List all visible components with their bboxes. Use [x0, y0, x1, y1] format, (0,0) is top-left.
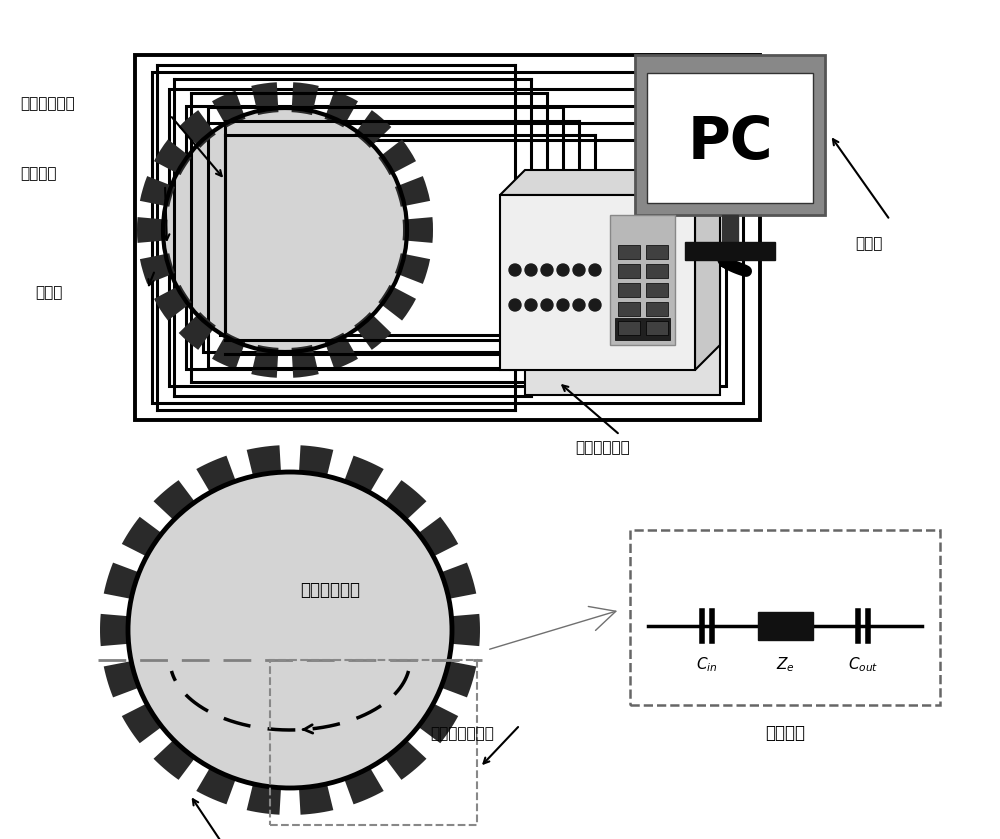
- Wedge shape: [179, 110, 216, 148]
- Polygon shape: [122, 704, 162, 743]
- Polygon shape: [344, 456, 384, 492]
- Text: 计算机: 计算机: [855, 236, 882, 251]
- Bar: [152, 72, 743, 403]
- Polygon shape: [441, 563, 476, 599]
- Polygon shape: [247, 784, 281, 815]
- Bar: [610, 215, 675, 345]
- Bar: [685, 242, 775, 260]
- Wedge shape: [154, 139, 192, 175]
- Circle shape: [525, 299, 537, 311]
- Bar: [618, 245, 640, 259]
- Bar: [722, 215, 738, 245]
- Wedge shape: [354, 110, 391, 148]
- Bar: [618, 321, 640, 335]
- Polygon shape: [196, 456, 236, 492]
- Wedge shape: [154, 285, 192, 320]
- Bar: [203, 123, 692, 352]
- Bar: [220, 140, 675, 335]
- Wedge shape: [324, 91, 358, 128]
- Bar: [758, 612, 813, 640]
- Polygon shape: [122, 517, 162, 556]
- Wedge shape: [137, 217, 167, 243]
- Polygon shape: [500, 170, 720, 195]
- Polygon shape: [104, 563, 139, 599]
- Bar: [635, 55, 825, 215]
- Wedge shape: [292, 345, 319, 378]
- Text: 电流通路示意: 电流通路示意: [300, 581, 360, 599]
- Text: 成像目标区域: 成像目标区域: [20, 96, 75, 111]
- Bar: [646, 245, 668, 259]
- Text: 等效电路: 等效电路: [765, 724, 805, 742]
- Ellipse shape: [128, 472, 452, 788]
- Ellipse shape: [163, 108, 407, 352]
- Circle shape: [541, 299, 553, 311]
- Polygon shape: [299, 784, 333, 815]
- Wedge shape: [212, 91, 246, 128]
- Circle shape: [525, 264, 537, 276]
- Polygon shape: [247, 446, 281, 477]
- Wedge shape: [292, 82, 319, 115]
- Bar: [169, 89, 726, 386]
- Wedge shape: [140, 176, 175, 206]
- Text: PC: PC: [687, 114, 773, 171]
- Polygon shape: [100, 614, 129, 646]
- Bar: [618, 264, 640, 278]
- Bar: [630, 530, 940, 705]
- Wedge shape: [354, 312, 391, 350]
- Polygon shape: [154, 480, 195, 520]
- Polygon shape: [385, 740, 426, 779]
- Polygon shape: [196, 768, 236, 805]
- Text: $C_{out}$: $C_{out}$: [848, 655, 878, 674]
- Bar: [646, 321, 668, 335]
- Bar: [646, 264, 668, 278]
- Circle shape: [509, 299, 521, 311]
- Polygon shape: [104, 661, 139, 697]
- Bar: [135, 55, 760, 420]
- Circle shape: [573, 299, 585, 311]
- Polygon shape: [154, 740, 195, 779]
- Circle shape: [509, 264, 521, 276]
- Circle shape: [573, 264, 585, 276]
- Wedge shape: [403, 217, 433, 243]
- Wedge shape: [251, 345, 278, 378]
- Polygon shape: [299, 446, 333, 477]
- Circle shape: [589, 264, 601, 276]
- Circle shape: [589, 299, 601, 311]
- Circle shape: [557, 299, 569, 311]
- Wedge shape: [378, 139, 416, 175]
- Bar: [500, 195, 695, 370]
- Bar: [646, 302, 668, 316]
- Polygon shape: [344, 768, 384, 805]
- Bar: [525, 220, 720, 395]
- Text: 绝缘物质: 绝缘物质: [20, 166, 56, 181]
- Bar: [618, 302, 640, 316]
- Polygon shape: [695, 170, 720, 370]
- Wedge shape: [395, 176, 430, 206]
- Polygon shape: [385, 480, 426, 520]
- Wedge shape: [395, 253, 430, 284]
- Bar: [615, 318, 670, 340]
- Polygon shape: [418, 704, 458, 743]
- Wedge shape: [212, 332, 246, 369]
- Wedge shape: [324, 332, 358, 369]
- Wedge shape: [251, 82, 278, 115]
- Bar: [186, 106, 709, 369]
- Polygon shape: [441, 661, 476, 697]
- Text: 数据采集系统: 数据采集系统: [575, 440, 630, 455]
- Text: 电极片: 电极片: [35, 285, 62, 300]
- Text: 输出响应电信号: 输出响应电信号: [430, 726, 494, 741]
- Text: $C_{in}$: $C_{in}$: [696, 655, 718, 674]
- Circle shape: [541, 264, 553, 276]
- Wedge shape: [179, 312, 216, 350]
- Bar: [270, 660, 477, 825]
- Polygon shape: [451, 614, 480, 646]
- Bar: [618, 283, 640, 297]
- Wedge shape: [378, 285, 416, 320]
- Wedge shape: [140, 253, 175, 284]
- Text: $Z_e$: $Z_e$: [776, 655, 795, 674]
- Bar: [646, 283, 668, 297]
- Bar: [647, 73, 813, 203]
- Polygon shape: [418, 517, 458, 556]
- Circle shape: [557, 264, 569, 276]
